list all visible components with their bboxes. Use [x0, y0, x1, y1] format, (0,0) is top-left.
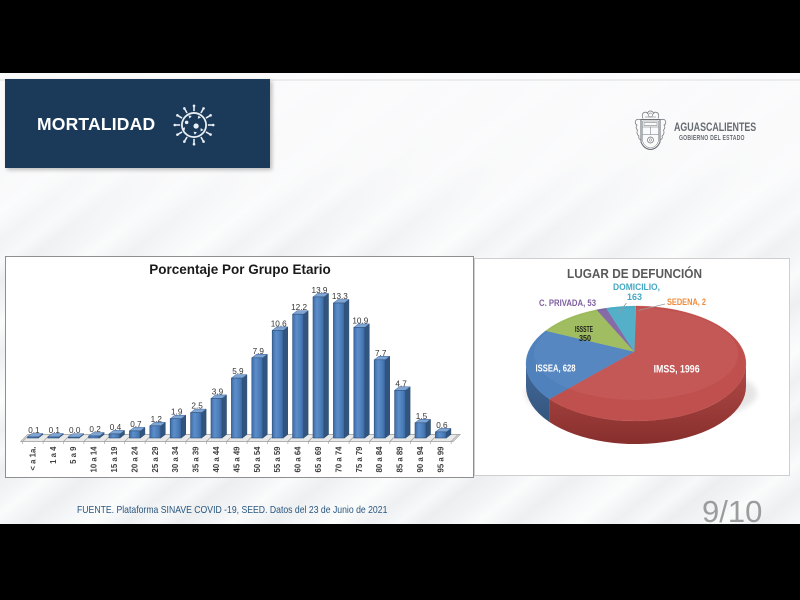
svg-text:10.6: 10.6: [271, 319, 287, 328]
svg-text:350: 350: [579, 334, 592, 343]
svg-text:80 a 84: 80 a 84: [375, 446, 384, 473]
svg-text:45 a 49: 45 a 49: [232, 446, 241, 473]
svg-text:C. PRIVADA, 53: C. PRIVADA, 53: [539, 298, 596, 308]
svg-text:12.2: 12.2: [291, 303, 307, 312]
svg-text:0.6: 0.6: [436, 421, 448, 430]
svg-text:0.4: 0.4: [110, 423, 122, 432]
svg-text:1.2: 1.2: [151, 415, 163, 424]
svg-text:55 a 59: 55 a 59: [273, 446, 282, 473]
svg-text:1 a 4: 1 a 4: [49, 446, 58, 464]
svg-text:70 a 74: 70 a 74: [334, 446, 343, 473]
svg-text:ISSEA, 628: ISSEA, 628: [536, 364, 576, 375]
svg-text:7.9: 7.9: [253, 347, 265, 356]
svg-text:50 a 54: 50 a 54: [253, 446, 262, 473]
svg-text:0.7: 0.7: [130, 420, 142, 429]
svg-text:65 a 69: 65 a 69: [314, 446, 323, 473]
svg-text:1.5: 1.5: [416, 412, 428, 421]
svg-text:Porcentaje Por Grupo Etario: Porcentaje Por Grupo Etario: [149, 262, 331, 277]
svg-text:40 a 44: 40 a 44: [212, 446, 221, 473]
svg-text:13.3: 13.3: [332, 292, 348, 301]
svg-text:60 a 64: 60 a 64: [294, 446, 303, 473]
svg-text:0.2: 0.2: [89, 425, 101, 434]
svg-text:163: 163: [627, 292, 642, 302]
svg-text:10 a 14: 10 a 14: [90, 446, 99, 473]
svg-text:0.1: 0.1: [28, 426, 40, 435]
svg-text:75 a 79: 75 a 79: [355, 446, 364, 473]
svg-text:5.9: 5.9: [232, 367, 244, 376]
svg-text:SEDENA, 2: SEDENA, 2: [667, 297, 706, 307]
svg-text:4.7: 4.7: [395, 379, 407, 388]
svg-text:IMSS, 1996: IMSS, 1996: [654, 364, 700, 376]
svg-text:2.5: 2.5: [191, 402, 203, 411]
svg-text:LUGAR DE DEFUNCIÓN: LUGAR DE DEFUNCIÓN: [567, 266, 702, 281]
svg-text:ISSSTE: ISSSTE: [575, 325, 593, 334]
svg-text:25 a 29: 25 a 29: [151, 446, 160, 473]
svg-text:85 a 89: 85 a 89: [396, 446, 405, 473]
svg-text:0.1: 0.1: [49, 426, 61, 435]
svg-text:90 a 94: 90 a 94: [416, 446, 425, 473]
svg-text:13.9: 13.9: [312, 286, 328, 295]
svg-text:0.0: 0.0: [69, 426, 81, 435]
svg-text:5 a 9: 5 a 9: [69, 446, 78, 464]
svg-text:20 a 24: 20 a 24: [130, 446, 139, 473]
svg-text:< a 1a.: < a 1a.: [28, 447, 37, 471]
svg-text:30 a 34: 30 a 34: [171, 446, 180, 473]
svg-text:DOMICILIO,: DOMICILIO,: [613, 282, 660, 292]
svg-text:15 a 19: 15 a 19: [110, 446, 119, 473]
svg-text:95 a 99: 95 a 99: [436, 446, 445, 473]
svg-text:1.9: 1.9: [171, 408, 183, 417]
svg-text:3.9: 3.9: [212, 387, 224, 396]
svg-text:7.7: 7.7: [375, 349, 387, 358]
svg-text:10.9: 10.9: [352, 316, 368, 325]
svg-text:35 a 39: 35 a 39: [192, 446, 201, 473]
